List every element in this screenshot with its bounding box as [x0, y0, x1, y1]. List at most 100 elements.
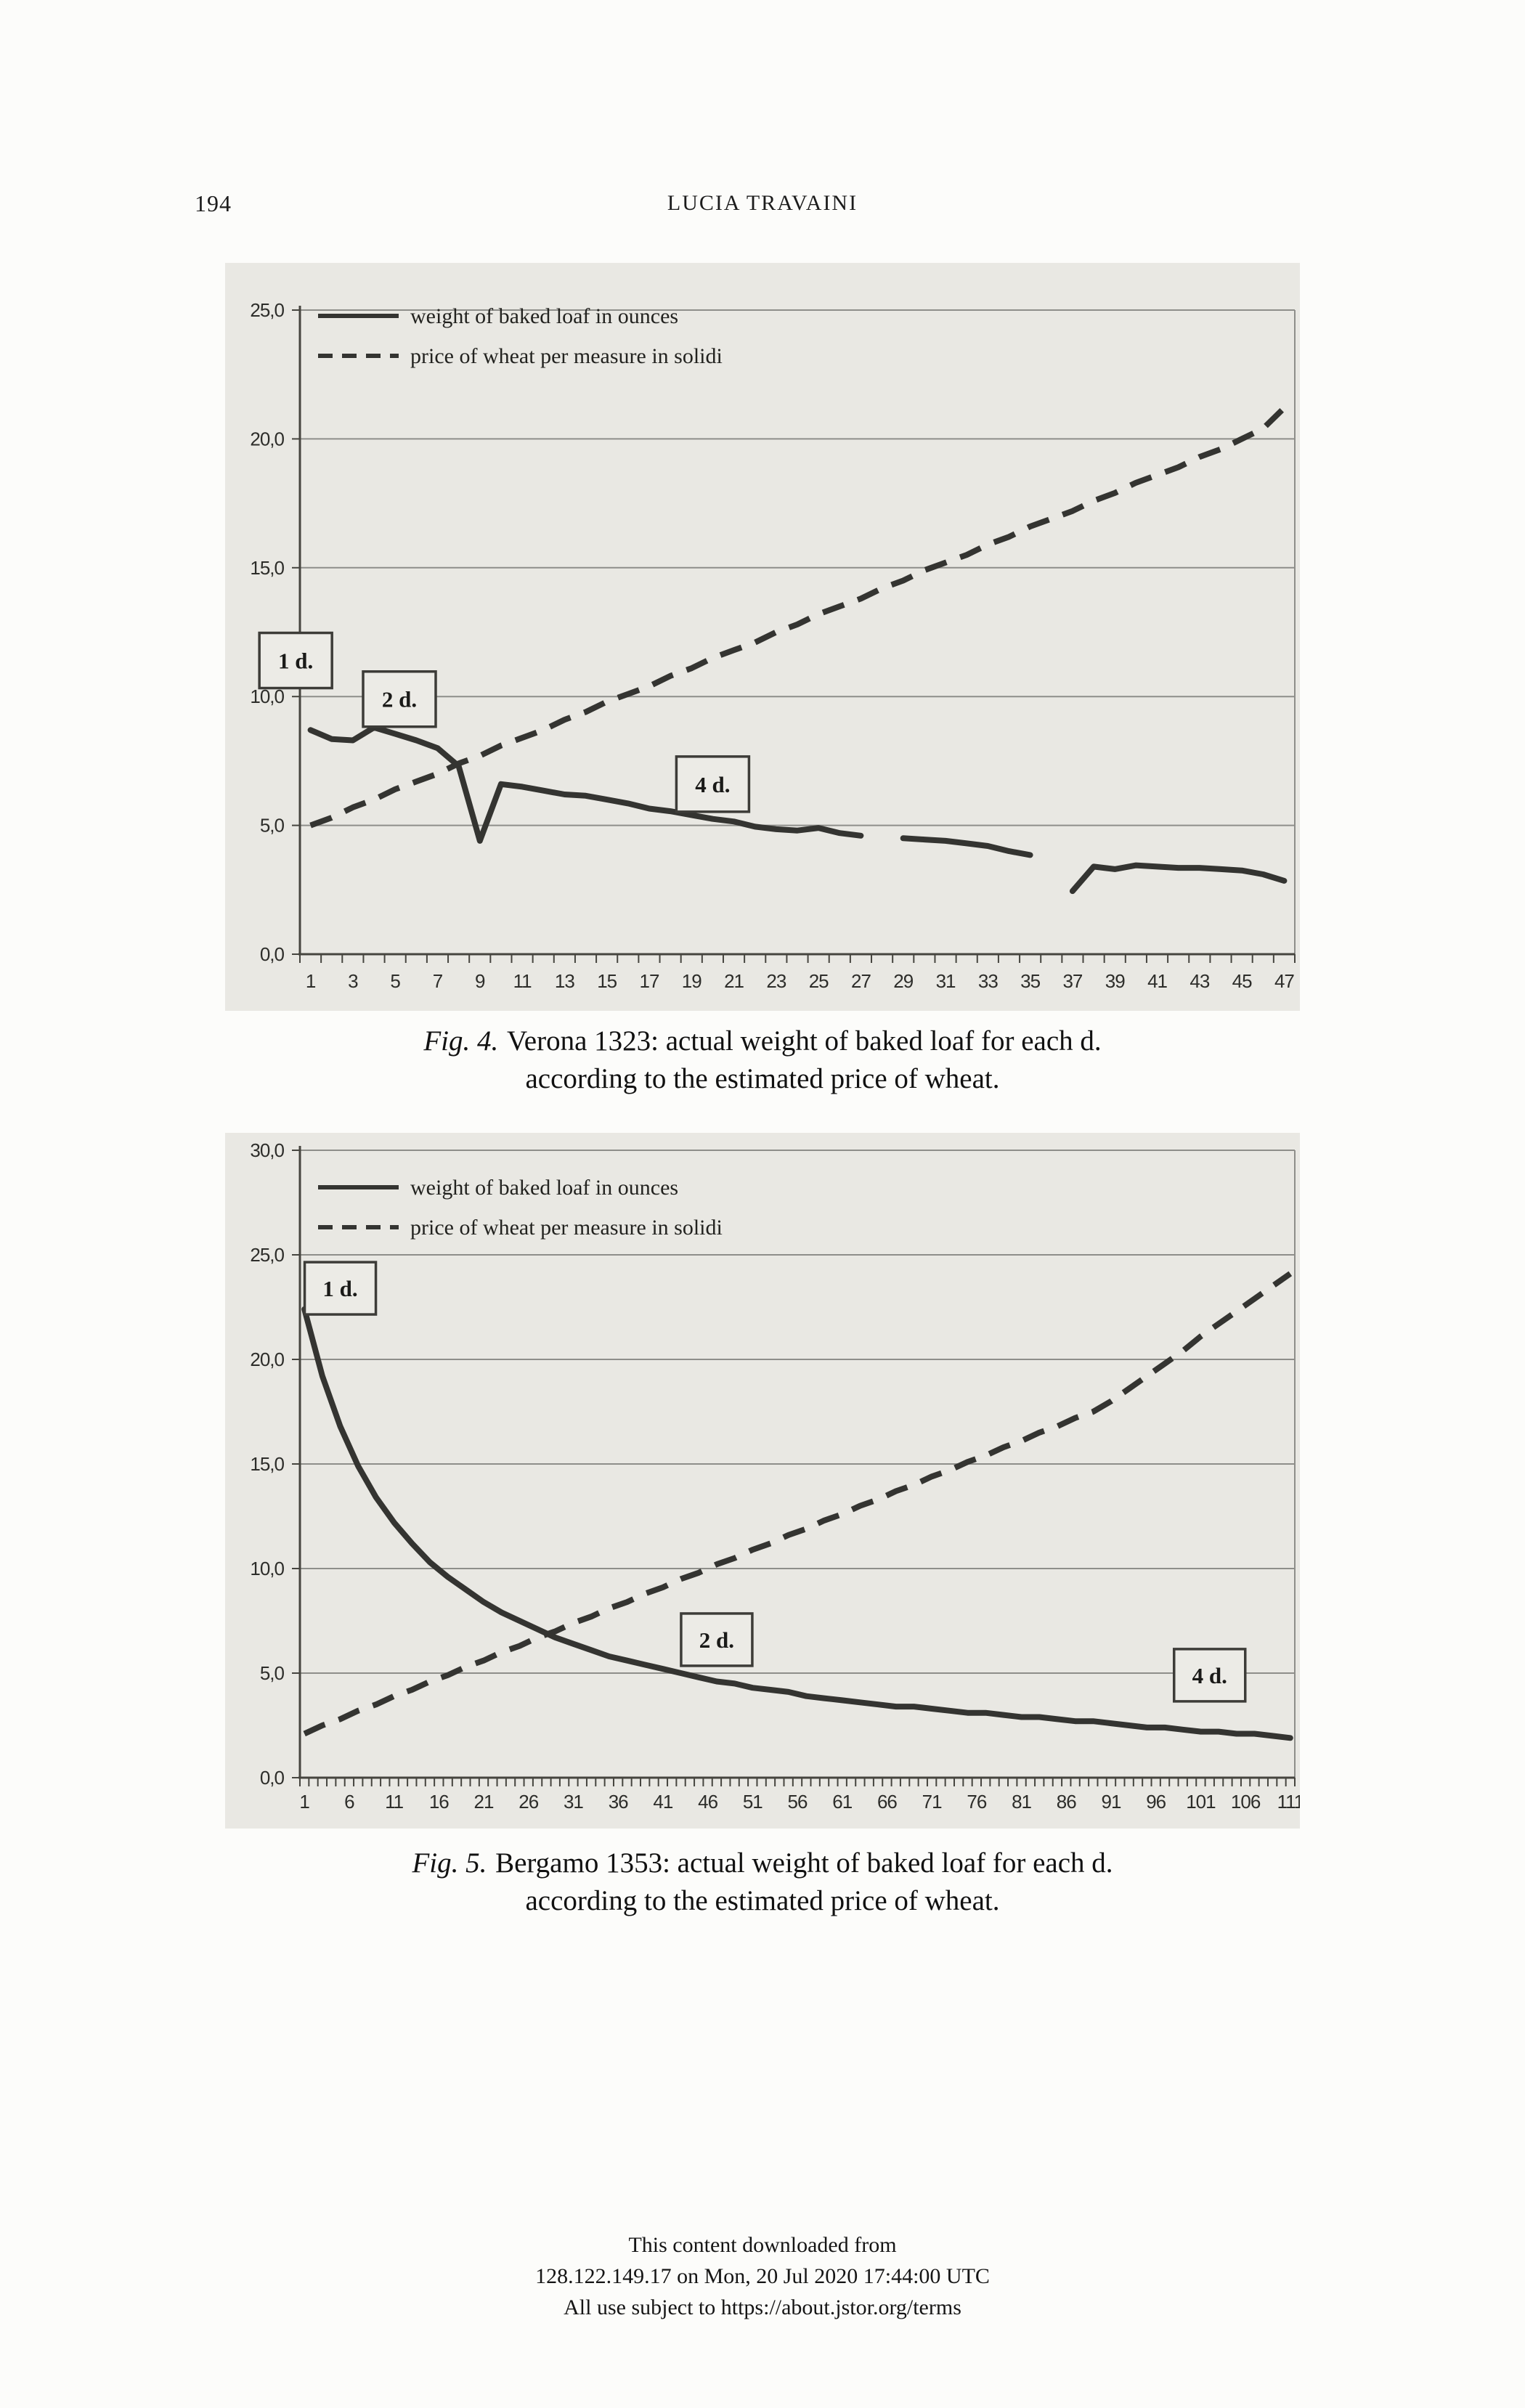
x-tick-label: 6 — [344, 1791, 354, 1813]
figure4-chart-panel: 0,0 5,0 10,0 15,0 20,0 25,0 1 3 5 7 9 11 13 15 17 19 21 2… — [225, 263, 1300, 1011]
figure5-caption: Fig. 5. Bergamo 1353: actual weight of ba… — [0, 1844, 1525, 1920]
figure4-label: Fig. 4. — [423, 1025, 499, 1057]
x-tick-label: 23 — [766, 970, 786, 992]
x-tick-label: 35 — [1020, 970, 1040, 992]
x-tick-label: 66 — [877, 1791, 897, 1813]
footer-line3: All use subject to https://about.jstor.o… — [564, 2295, 961, 2319]
x-tick-label: 33 — [978, 970, 998, 992]
annotation-label: 2 d. — [382, 687, 417, 712]
annotation-label: 1 d. — [322, 1276, 357, 1301]
y-tick-label: 0,0 — [260, 1767, 285, 1789]
x-tick-label: 51 — [743, 1791, 762, 1813]
legend-label: price of wheat per measure in solidi — [410, 1216, 723, 1240]
x-tick-label: 36 — [609, 1791, 628, 1813]
y-tick-label: 5,0 — [260, 815, 285, 837]
annotation-box — [258, 631, 333, 690]
y-tick-label: 15,0 — [250, 1453, 284, 1475]
x-tick-label: 91 — [1102, 1791, 1121, 1813]
annotation-box — [303, 1261, 378, 1316]
x-tick-label: 21 — [724, 970, 744, 992]
footer-line2: 128.122.149.17 on Mon, 20 Jul 2020 17:44… — [535, 2264, 990, 2288]
verona-1323-line-chart: 0,05,010,015,020,025,01 3 5 7 9 11 13 15 17 19 21 2… — [250, 299, 1296, 992]
x-tick-label: 61 — [832, 1791, 852, 1813]
bergamo-1353-line-chart: 0,05,010,015,020,025,030,01 6 11 16 21 26 31 36… — [250, 1139, 1300, 1813]
figure5-label: Fig. 5. — [412, 1847, 487, 1879]
legend-label: weight of baked loaf in ounces — [410, 1176, 678, 1200]
series-line-price — [309, 405, 1287, 829]
x-tick-label: 9 — [475, 970, 485, 992]
series-line-weight — [301, 1306, 1293, 1741]
y-tick-label: 10,0 — [250, 1558, 284, 1579]
jstor-footer: This content downloaded from 128.122.149… — [0, 2229, 1525, 2323]
legend-label: price of wheat per measure in solidi — [410, 344, 723, 368]
legend-label: weight of baked loaf in ounces — [410, 304, 678, 328]
figure5-caption-line2: according to the estimated price of whea… — [525, 1885, 1000, 1916]
x-tick-label: 7 — [433, 970, 443, 992]
x-tick-label: 27 — [851, 970, 871, 992]
x-tick-label: 71 — [922, 1791, 942, 1813]
x-tick-label: 43 — [1190, 970, 1209, 992]
annotation-box — [675, 755, 751, 813]
x-tick-label: 46 — [698, 1791, 717, 1813]
figure4-caption-line1: Verona 1323: actual weight of baked loaf… — [506, 1025, 1102, 1057]
x-tick-label: 111 — [1277, 1791, 1300, 1813]
annotation-label: 1 d. — [278, 648, 313, 674]
annotation-box — [680, 1612, 754, 1667]
y-tick-label: 25,0 — [250, 299, 284, 321]
x-tick-label: 1 — [306, 970, 316, 992]
page-number: 194 — [195, 190, 232, 216]
figure4-caption: Fig. 4. Verona 1323: actual weight of bak… — [0, 1022, 1525, 1098]
x-tick-label: 86 — [1057, 1791, 1076, 1813]
x-tick-label: 26 — [518, 1791, 538, 1813]
x-tick-label: 41 — [1147, 970, 1167, 992]
x-tick-label: 101 — [1186, 1791, 1216, 1813]
y-tick-label: 5,0 — [260, 1662, 285, 1684]
figure5-caption-line1: Bergamo 1353: actual weight of baked loa… — [495, 1847, 1113, 1879]
x-tick-label: 19 — [682, 970, 702, 992]
x-tick-label: 45 — [1232, 970, 1252, 992]
footer-line1: This content downloaded from — [628, 2233, 897, 2257]
x-tick-label: 13 — [555, 970, 574, 992]
x-tick-label: 15 — [597, 970, 617, 992]
x-tick-label: 31 — [564, 1791, 583, 1813]
x-tick-label: 16 — [429, 1791, 449, 1813]
running-head: LUCIA TRAVAINI — [667, 191, 858, 215]
x-tick-label: 11 — [385, 1791, 404, 1813]
annotation-box — [362, 670, 437, 728]
x-tick-label: 21 — [474, 1791, 494, 1813]
series-line-price — [303, 1271, 1293, 1737]
x-tick-label: 41 — [653, 1791, 672, 1813]
figure5-caption-line1-wrap: Fig. 5. Bergamo 1353: actual weight of ba… — [0, 1844, 1525, 1882]
x-tick-label: 96 — [1146, 1791, 1166, 1813]
y-tick-label: 20,0 — [250, 1349, 284, 1370]
y-tick-label: 0,0 — [260, 943, 285, 965]
annotation-label: 2 d. — [699, 1627, 734, 1653]
x-tick-label: 11 — [513, 970, 532, 992]
annotation-label: 4 d. — [695, 772, 730, 797]
x-tick-label: 76 — [967, 1791, 986, 1813]
x-tick-label: 3 — [348, 970, 358, 992]
x-tick-label: 47 — [1274, 970, 1294, 992]
x-tick-label: 5 — [390, 970, 400, 992]
y-tick-label: 15,0 — [250, 557, 284, 579]
figure4-caption-line1-wrap: Fig. 4. Verona 1323: actual weight of bak… — [0, 1022, 1525, 1060]
annotation-box — [1172, 1648, 1247, 1703]
x-tick-label: 37 — [1062, 970, 1082, 992]
x-tick-label: 29 — [893, 970, 913, 992]
y-tick-label: 20,0 — [250, 428, 284, 450]
x-tick-label: 1 — [299, 1791, 309, 1813]
x-tick-label: 17 — [639, 970, 659, 992]
y-tick-label: 30,0 — [250, 1139, 284, 1161]
x-tick-label: 81 — [1012, 1791, 1031, 1813]
figure4-caption-line2: according to the estimated price of whea… — [525, 1063, 1000, 1094]
y-tick-label: 25,0 — [250, 1244, 284, 1266]
figure5-chart-panel: 0,0 5,0 10,0 15,0 20,0 25,0 30,0 1 6 11 16 21 26 31 36… — [225, 1133, 1300, 1829]
series-line-weight — [307, 724, 1288, 895]
x-tick-label: 56 — [788, 1791, 808, 1813]
x-tick-label: 106 — [1231, 1791, 1261, 1813]
x-tick-label: 25 — [809, 970, 829, 992]
x-tick-label: 39 — [1105, 970, 1125, 992]
x-tick-label: 31 — [936, 970, 956, 992]
annotation-label: 4 d. — [1192, 1663, 1227, 1688]
